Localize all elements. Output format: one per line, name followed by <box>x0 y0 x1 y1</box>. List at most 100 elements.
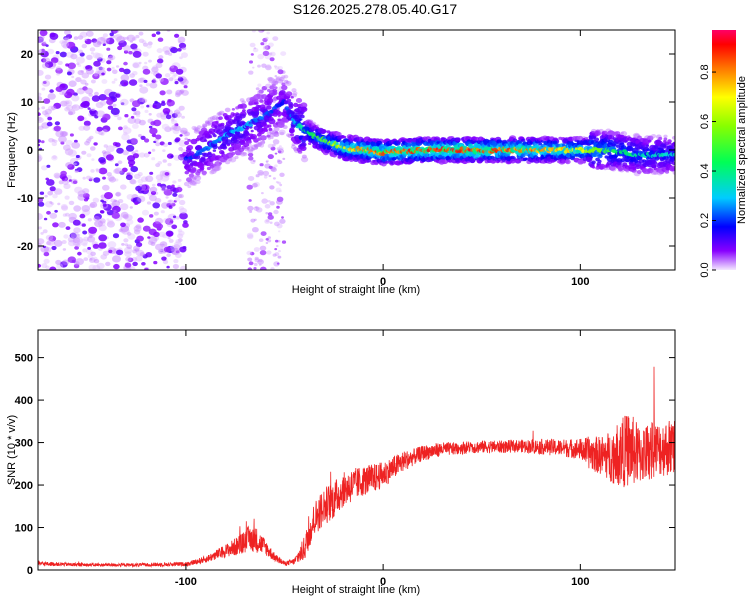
spectrogram-cell <box>194 127 201 133</box>
spectrogram-cell <box>46 179 55 186</box>
spectrogram-cell <box>53 102 62 109</box>
spectrogram-cell <box>196 174 200 178</box>
spectrogram-cell <box>129 73 136 78</box>
spectrogram-cell <box>258 171 264 176</box>
spectrogram-cell <box>166 253 171 258</box>
spectrogram-cell <box>87 107 91 110</box>
spectrogram-cell <box>72 180 78 184</box>
spectrogram-cell <box>73 261 80 266</box>
spectrogram-cell <box>69 133 74 137</box>
spectrogram-cell <box>598 163 606 170</box>
spectrogram-cell <box>308 120 314 124</box>
spectrogram-cell <box>145 82 151 87</box>
spectrogram-cell <box>664 170 670 174</box>
spectrogram-cell <box>179 246 187 253</box>
spectrogram-cell <box>177 238 183 243</box>
spectrogram-cell <box>95 169 100 173</box>
spectrogram-cell <box>105 154 114 161</box>
spectrogram-cell <box>106 218 110 221</box>
spectrogram-cell <box>301 106 307 111</box>
spectrogram-cell <box>214 125 219 129</box>
spectrogram-cell <box>225 139 233 145</box>
spectrogram-cell <box>40 232 44 235</box>
spectrogram-cell <box>81 223 86 227</box>
spectrogram-cell <box>259 143 265 148</box>
spectrogram-cell <box>162 46 171 53</box>
spectrogram-cell <box>671 161 675 166</box>
spectrogram-cell <box>172 128 180 135</box>
spectrogram-cell <box>165 50 170 54</box>
spectrogram-cell <box>54 188 63 195</box>
colorbar-tick-label: 0.6 <box>699 114 711 129</box>
spectrogram-cell <box>102 176 106 180</box>
spectrogram-cell <box>64 106 70 112</box>
spectrogram-cell <box>68 80 77 87</box>
spectrogram-cell <box>171 113 178 118</box>
spectrogram-cell <box>108 54 116 61</box>
spectrogram-cell <box>120 222 126 228</box>
spectrogram-cell <box>168 238 174 243</box>
spectrogram-cell <box>59 51 68 58</box>
spectrogram-cell <box>68 109 76 115</box>
y-tick-label: 20 <box>21 49 33 61</box>
spectrogram-cell <box>74 186 83 194</box>
spectrogram-cell <box>166 231 174 237</box>
spectrogram-cell <box>44 112 50 118</box>
spectrogram-cell <box>71 104 81 111</box>
spectrogram-cell <box>148 59 152 63</box>
spectrogram-cell <box>262 170 270 176</box>
spectrogram-cell <box>114 163 119 167</box>
spectrogram-cell <box>86 249 93 255</box>
spectrogram-cell <box>137 195 146 203</box>
spectrogram-cell <box>63 234 69 239</box>
spectrogram-cell <box>664 149 669 153</box>
spectrogram-cell <box>131 37 137 41</box>
spectrogram-cell <box>182 222 189 228</box>
spectrogram-cell <box>191 125 197 131</box>
spectrogram-cell <box>407 143 412 147</box>
spectrogram-cell <box>138 61 142 65</box>
spectrogram-cell <box>205 121 211 127</box>
spectrogram-cell <box>127 233 136 240</box>
spectrogram-cell <box>261 63 267 68</box>
spectrogram-cell <box>121 133 130 141</box>
spectrogram-cell <box>291 143 295 147</box>
spectrogram-cell <box>179 212 188 220</box>
spectrogram-cell <box>260 266 267 270</box>
spectrogram-cell <box>101 67 105 70</box>
spectrogram-cell <box>178 230 185 236</box>
spectrogram-cell <box>130 43 138 50</box>
spectrogram-cell <box>277 69 284 75</box>
spectrogram-cell <box>147 41 153 46</box>
spectrogram-cell <box>53 172 61 179</box>
spectrogram-cell <box>175 239 182 244</box>
spectrogram-cell <box>272 143 276 147</box>
spectrogram-cell <box>279 218 286 224</box>
spectrogram-cell <box>148 194 157 202</box>
spectrogram-cell <box>93 142 98 146</box>
spectrogram-cell <box>270 136 274 140</box>
spectrogram-cell <box>218 110 225 116</box>
spectrogram-cell <box>253 262 258 267</box>
spectrogram-cell <box>118 126 123 131</box>
spectrogram-cell <box>264 219 270 224</box>
spectrogram-cell <box>51 141 57 147</box>
spectrogram-cell <box>171 248 181 256</box>
spectrogram-cell <box>179 199 186 206</box>
spectrogram-cell <box>72 104 77 109</box>
spectrogram-cell <box>190 180 195 184</box>
y-tick-label: -20 <box>17 241 33 253</box>
spectrogram-cell <box>142 42 149 47</box>
x-tick-label: 100 <box>571 576 589 588</box>
spectrogram-cell <box>49 201 53 204</box>
spectrogram-cell <box>113 263 120 270</box>
spectrogram-cell <box>266 250 272 255</box>
spectrogram-cell <box>436 141 440 144</box>
spectrogram-cell <box>62 180 69 186</box>
spectrogram-cell <box>83 120 91 127</box>
spectrogram-cell <box>122 214 129 219</box>
spectrogram-cell <box>213 169 217 173</box>
spectrogram-cell <box>81 205 91 212</box>
spectrogram-cell <box>165 196 169 199</box>
spectrogram-cell <box>120 228 126 234</box>
